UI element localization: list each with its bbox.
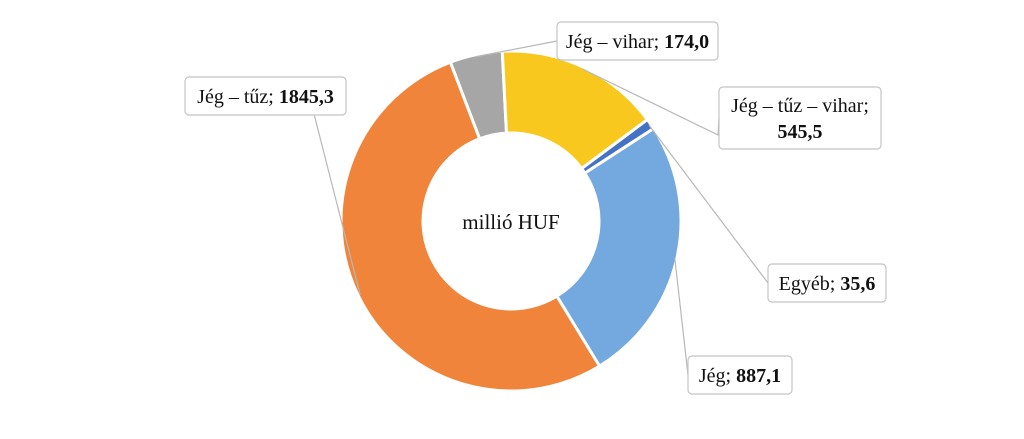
data-label-box [687,355,793,395]
leader-line [476,40,558,58]
center-label: millió HUF [462,210,559,234]
data-label: Jég – tűz; 1845,3 [197,86,334,108]
data-label-box [718,86,882,150]
data-label-box [767,263,887,303]
donut-slices [339,49,683,393]
data-label: Jég – vihar; 174,0 [566,31,709,53]
data-labels: Jég – vihar; 174,0 Jég – tűz – vihar; 545,… [184,21,887,395]
leader-line [648,124,769,284]
leader-line [674,258,689,376]
data-label-box [556,21,719,61]
donut-slice [554,126,683,369]
data-label-name: Jég – tűz – vihar; [731,95,869,117]
data-label: Egyéb; 35,6 [779,273,876,295]
data-label-box [184,76,347,116]
data-label: Jég; 887,1 [699,365,781,387]
donut-slice [339,60,602,393]
data-label-value: 545,5 [778,121,823,143]
